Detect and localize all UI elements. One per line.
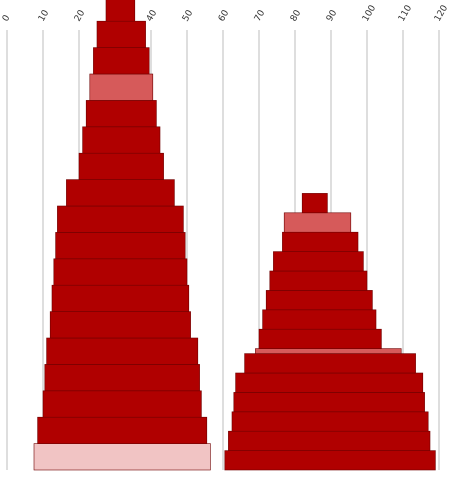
bar-segment [105, 0, 136, 22]
bar-segment [283, 212, 352, 233]
bar-segment [244, 353, 416, 374]
bar-segment [66, 179, 175, 207]
x-tick-label: 70 [253, 8, 268, 23]
x-tick-label: 90 [325, 8, 340, 23]
bar-segment [33, 443, 211, 471]
x-tick-label: 100 [361, 3, 378, 23]
x-tick-label: 120 [433, 3, 450, 23]
x-tick-label: 40 [145, 8, 160, 23]
bar-segment [273, 251, 364, 272]
bar-segment [82, 126, 161, 154]
x-tick-label: 0 [1, 13, 13, 23]
bar-segment [265, 290, 373, 311]
bar-segment [46, 337, 199, 365]
bar-segment [53, 258, 188, 286]
x-tick-label: 60 [217, 8, 232, 23]
bar-segment [55, 232, 186, 260]
bar-segment [258, 328, 382, 349]
bar-segment [262, 309, 377, 330]
bar-segment [57, 205, 184, 233]
bar-segment [224, 450, 436, 471]
bar-segment [255, 348, 402, 354]
bar-segment [235, 372, 424, 393]
bar-segment [301, 193, 328, 214]
bar-segment [282, 231, 359, 252]
x-tick-label: 10 [37, 8, 52, 23]
bar-segment [37, 416, 208, 444]
bar-segment [231, 411, 429, 432]
bar-segment [269, 270, 368, 291]
bar-segment [89, 73, 154, 101]
bar-segment [228, 430, 431, 451]
bar-segment [49, 311, 191, 339]
bar-segment [233, 392, 425, 413]
bar-segment [96, 20, 146, 48]
x-tick-label: 80 [289, 8, 304, 23]
bar-segment [93, 47, 150, 75]
bar-segment [44, 364, 200, 392]
bar-segment [78, 152, 164, 180]
x-tick-label: 20 [73, 8, 88, 23]
x-tick-label: 50 [181, 8, 196, 23]
x-tick-label: 110 [397, 3, 414, 23]
bar-segment [42, 390, 202, 418]
bar-segment [85, 100, 157, 128]
bar-segment [51, 284, 190, 312]
